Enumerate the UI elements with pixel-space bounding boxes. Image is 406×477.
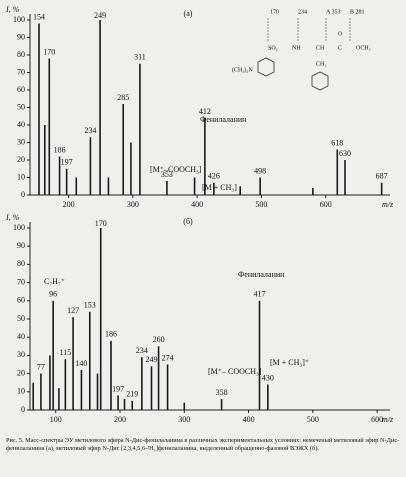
x-tick-label: 100 <box>50 415 62 424</box>
peak-label: 618 <box>331 138 343 147</box>
y-tick-label: 40 <box>17 120 25 129</box>
peak-label: 630 <box>339 149 351 158</box>
y-axis-label: I, % <box>5 213 20 222</box>
peak-label: 249 <box>146 355 158 364</box>
peak-label: 285 <box>117 93 129 102</box>
y-tick-label: 80 <box>17 50 25 59</box>
x-tick-label: 400 <box>191 200 203 209</box>
y-tick-label: 0 <box>21 190 25 199</box>
peak-label: 96 <box>49 290 57 299</box>
annotation: C₇H₇⁺ <box>44 277 65 286</box>
peak-label: 153 <box>84 301 96 310</box>
annotation: Фенилаланин <box>238 270 285 279</box>
x-tick-label: 500 <box>307 415 319 424</box>
annotation: [M + CH₃] <box>202 183 237 192</box>
peak-label: 115 <box>60 348 72 357</box>
structure-ring <box>311 71 329 91</box>
structure-label: B 281 <box>350 9 365 15</box>
annotation: [M⁺– COOCH₃] <box>208 367 262 376</box>
y-tick-label: 30 <box>17 350 25 359</box>
structure-label: C <box>338 45 342 51</box>
y-tick-label: 60 <box>17 85 25 94</box>
y-tick-label: 100 <box>13 223 25 232</box>
y-tick-label: 90 <box>17 241 25 250</box>
peak-label: 140 <box>75 359 87 368</box>
peak-label: 274 <box>162 353 174 362</box>
peak-label: 430 <box>262 373 274 382</box>
x-tick-label: 300 <box>127 200 139 209</box>
peak-label: 417 <box>254 290 266 299</box>
y-tick-label: 70 <box>17 277 25 286</box>
peak-label: 358 <box>216 388 228 397</box>
x-tick-label: 600 <box>320 200 332 209</box>
y-tick-label: 80 <box>17 259 25 268</box>
peak-label: 170 <box>95 219 107 228</box>
peak-label: 170 <box>43 47 55 56</box>
y-tick-label: 70 <box>17 67 25 76</box>
peak-label: 234 <box>84 126 96 135</box>
x-tick-label: 600 <box>371 415 383 424</box>
y-tick-label: 50 <box>17 102 25 111</box>
peak-label: 127 <box>67 306 79 315</box>
y-tick-label: 60 <box>17 296 25 305</box>
peak-label: 687 <box>376 172 388 181</box>
structure-label: SO₂ <box>268 45 278 51</box>
peak-label: 197 <box>112 384 124 393</box>
peak-label: 353 <box>161 170 173 179</box>
x-tick-label: 400 <box>243 415 255 424</box>
structure-label: O <box>338 31 343 37</box>
caption: Рис. 5. Масс-спектры ЭУ метилового эфира… <box>6 437 400 452</box>
structure-ring <box>257 57 275 77</box>
y-tick-label: 50 <box>17 314 25 323</box>
peak-label: 498 <box>254 166 266 175</box>
peak-label: 154 <box>33 12 45 21</box>
structure-label: 170 <box>270 9 279 15</box>
peak-label: 186 <box>54 145 66 154</box>
structure-label: (CH₃)₂N <box>232 66 254 73</box>
peak-label: 77 <box>37 362 45 371</box>
structure-label: OCH₃ <box>356 45 371 51</box>
peak-label: 234 <box>136 346 148 355</box>
y-tick-label: 10 <box>17 387 25 396</box>
structure-label: CH₂ <box>316 61 326 67</box>
panel-label: (а) <box>184 9 193 18</box>
structure-label: A 353 <box>326 9 341 15</box>
peak-label: 249 <box>94 11 106 20</box>
annotation: [M + CH₃]⁺ <box>270 358 309 367</box>
x-tick-label: 200 <box>114 415 126 424</box>
y-tick-label: 20 <box>17 368 25 377</box>
y-tick-label: 30 <box>17 137 25 146</box>
y-tick-label: 0 <box>21 405 25 414</box>
x-tick-label: 500 <box>255 200 267 209</box>
annotation: Фенилаланин <box>200 115 247 124</box>
x-axis-label: m/z <box>382 200 394 209</box>
structure-label: 234 <box>298 9 307 15</box>
structure-label: NH <box>292 45 301 51</box>
annotation: [M⁺–COOCH₃] <box>150 165 202 174</box>
peak-label: 260 <box>153 335 165 344</box>
peak-label: 197 <box>61 158 73 167</box>
y-tick-label: 100 <box>13 15 25 24</box>
x-tick-label: 300 <box>178 415 190 424</box>
y-tick-label: 10 <box>17 172 25 181</box>
panel-label: (б) <box>183 217 193 226</box>
x-tick-label: 200 <box>63 200 75 209</box>
peak-label: 426 <box>208 172 220 181</box>
peak-label: 219 <box>126 390 138 399</box>
y-axis-label: I, % <box>5 5 20 14</box>
peak-label: 311 <box>134 53 146 62</box>
y-tick-label: 90 <box>17 32 25 41</box>
peak-label: 412 <box>199 107 211 116</box>
peak-label: 186 <box>105 330 117 339</box>
structure-label: CH <box>316 45 325 51</box>
y-tick-label: 40 <box>17 332 25 341</box>
y-tick-label: 20 <box>17 155 25 164</box>
x-axis-label: m/z <box>382 415 394 424</box>
